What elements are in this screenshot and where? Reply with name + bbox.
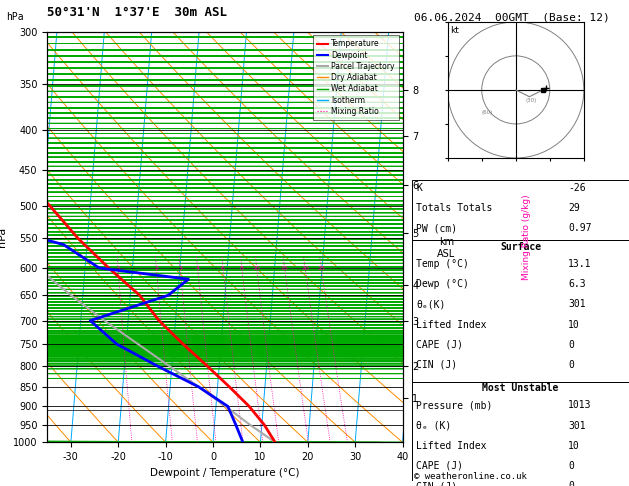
Text: 0: 0 [568,481,574,486]
Bar [412,382,629,486]
Text: Totals Totals: Totals Totals [416,203,493,213]
Text: Dewp (°C): Dewp (°C) [416,279,469,289]
Text: -26: -26 [568,183,586,193]
Text: Lifted Index: Lifted Index [416,441,487,451]
Text: (60): (60) [482,110,493,115]
Text: 29: 29 [568,203,580,213]
Bar [412,180,629,241]
Text: 50°31'N  1°37'E  30m ASL: 50°31'N 1°37'E 30m ASL [47,6,227,19]
Text: 301: 301 [568,420,586,431]
Text: CAPE (J): CAPE (J) [416,340,464,350]
Text: 15: 15 [281,265,289,271]
Text: 10: 10 [568,441,580,451]
Text: K: K [416,183,422,193]
Text: 0.97: 0.97 [568,223,592,233]
Text: 3: 3 [178,265,182,271]
Text: 10: 10 [568,320,580,330]
Text: 6.3: 6.3 [568,279,586,289]
Text: CIN (J): CIN (J) [416,481,457,486]
Y-axis label: hPa: hPa [0,227,8,247]
Text: 6: 6 [221,265,225,271]
Text: Pressure (mb): Pressure (mb) [416,400,493,410]
Text: 8: 8 [240,265,243,271]
Text: 0: 0 [568,360,574,370]
Text: hPa: hPa [6,12,24,22]
Text: Most Unstable: Most Unstable [482,383,559,393]
Y-axis label: km
ASL: km ASL [437,237,455,259]
Text: Lifted Index: Lifted Index [416,320,487,330]
Text: 25: 25 [318,265,325,271]
Text: 2: 2 [154,265,159,271]
Text: Mixing Ratio (g/kg): Mixing Ratio (g/kg) [523,194,532,280]
Text: CIN (J): CIN (J) [416,360,457,370]
Text: 06.06.2024  00GMT  (Base: 12): 06.06.2024 00GMT (Base: 12) [414,12,610,22]
Text: 301: 301 [568,299,586,310]
Text: Surface: Surface [500,242,541,252]
Text: © weatheronline.co.uk: © weatheronline.co.uk [414,472,526,481]
Text: CAPE (J): CAPE (J) [416,461,464,471]
Text: 10: 10 [253,265,260,271]
Text: θₑ(K): θₑ(K) [416,299,446,310]
Text: kt: kt [450,26,459,35]
Text: LCL: LCL [428,406,441,415]
Text: PW (cm): PW (cm) [416,223,457,233]
Text: θₑ (K): θₑ (K) [416,420,452,431]
Text: (30): (30) [526,98,537,103]
Text: 0: 0 [568,461,574,471]
X-axis label: Dewpoint / Temperature (°C): Dewpoint / Temperature (°C) [150,468,299,478]
Legend: Temperature, Dewpoint, Parcel Trajectory, Dry Adiabat, Wet Adiabat, Isotherm, Mi: Temperature, Dewpoint, Parcel Trajectory… [313,35,399,120]
Text: 13.1: 13.1 [568,259,592,269]
Bar [412,241,629,382]
Text: 0: 0 [568,340,574,350]
Text: 4: 4 [196,265,199,271]
Text: 1013: 1013 [568,400,592,410]
Text: 1: 1 [116,265,120,271]
Text: 20: 20 [301,265,309,271]
Text: Temp (°C): Temp (°C) [416,259,469,269]
